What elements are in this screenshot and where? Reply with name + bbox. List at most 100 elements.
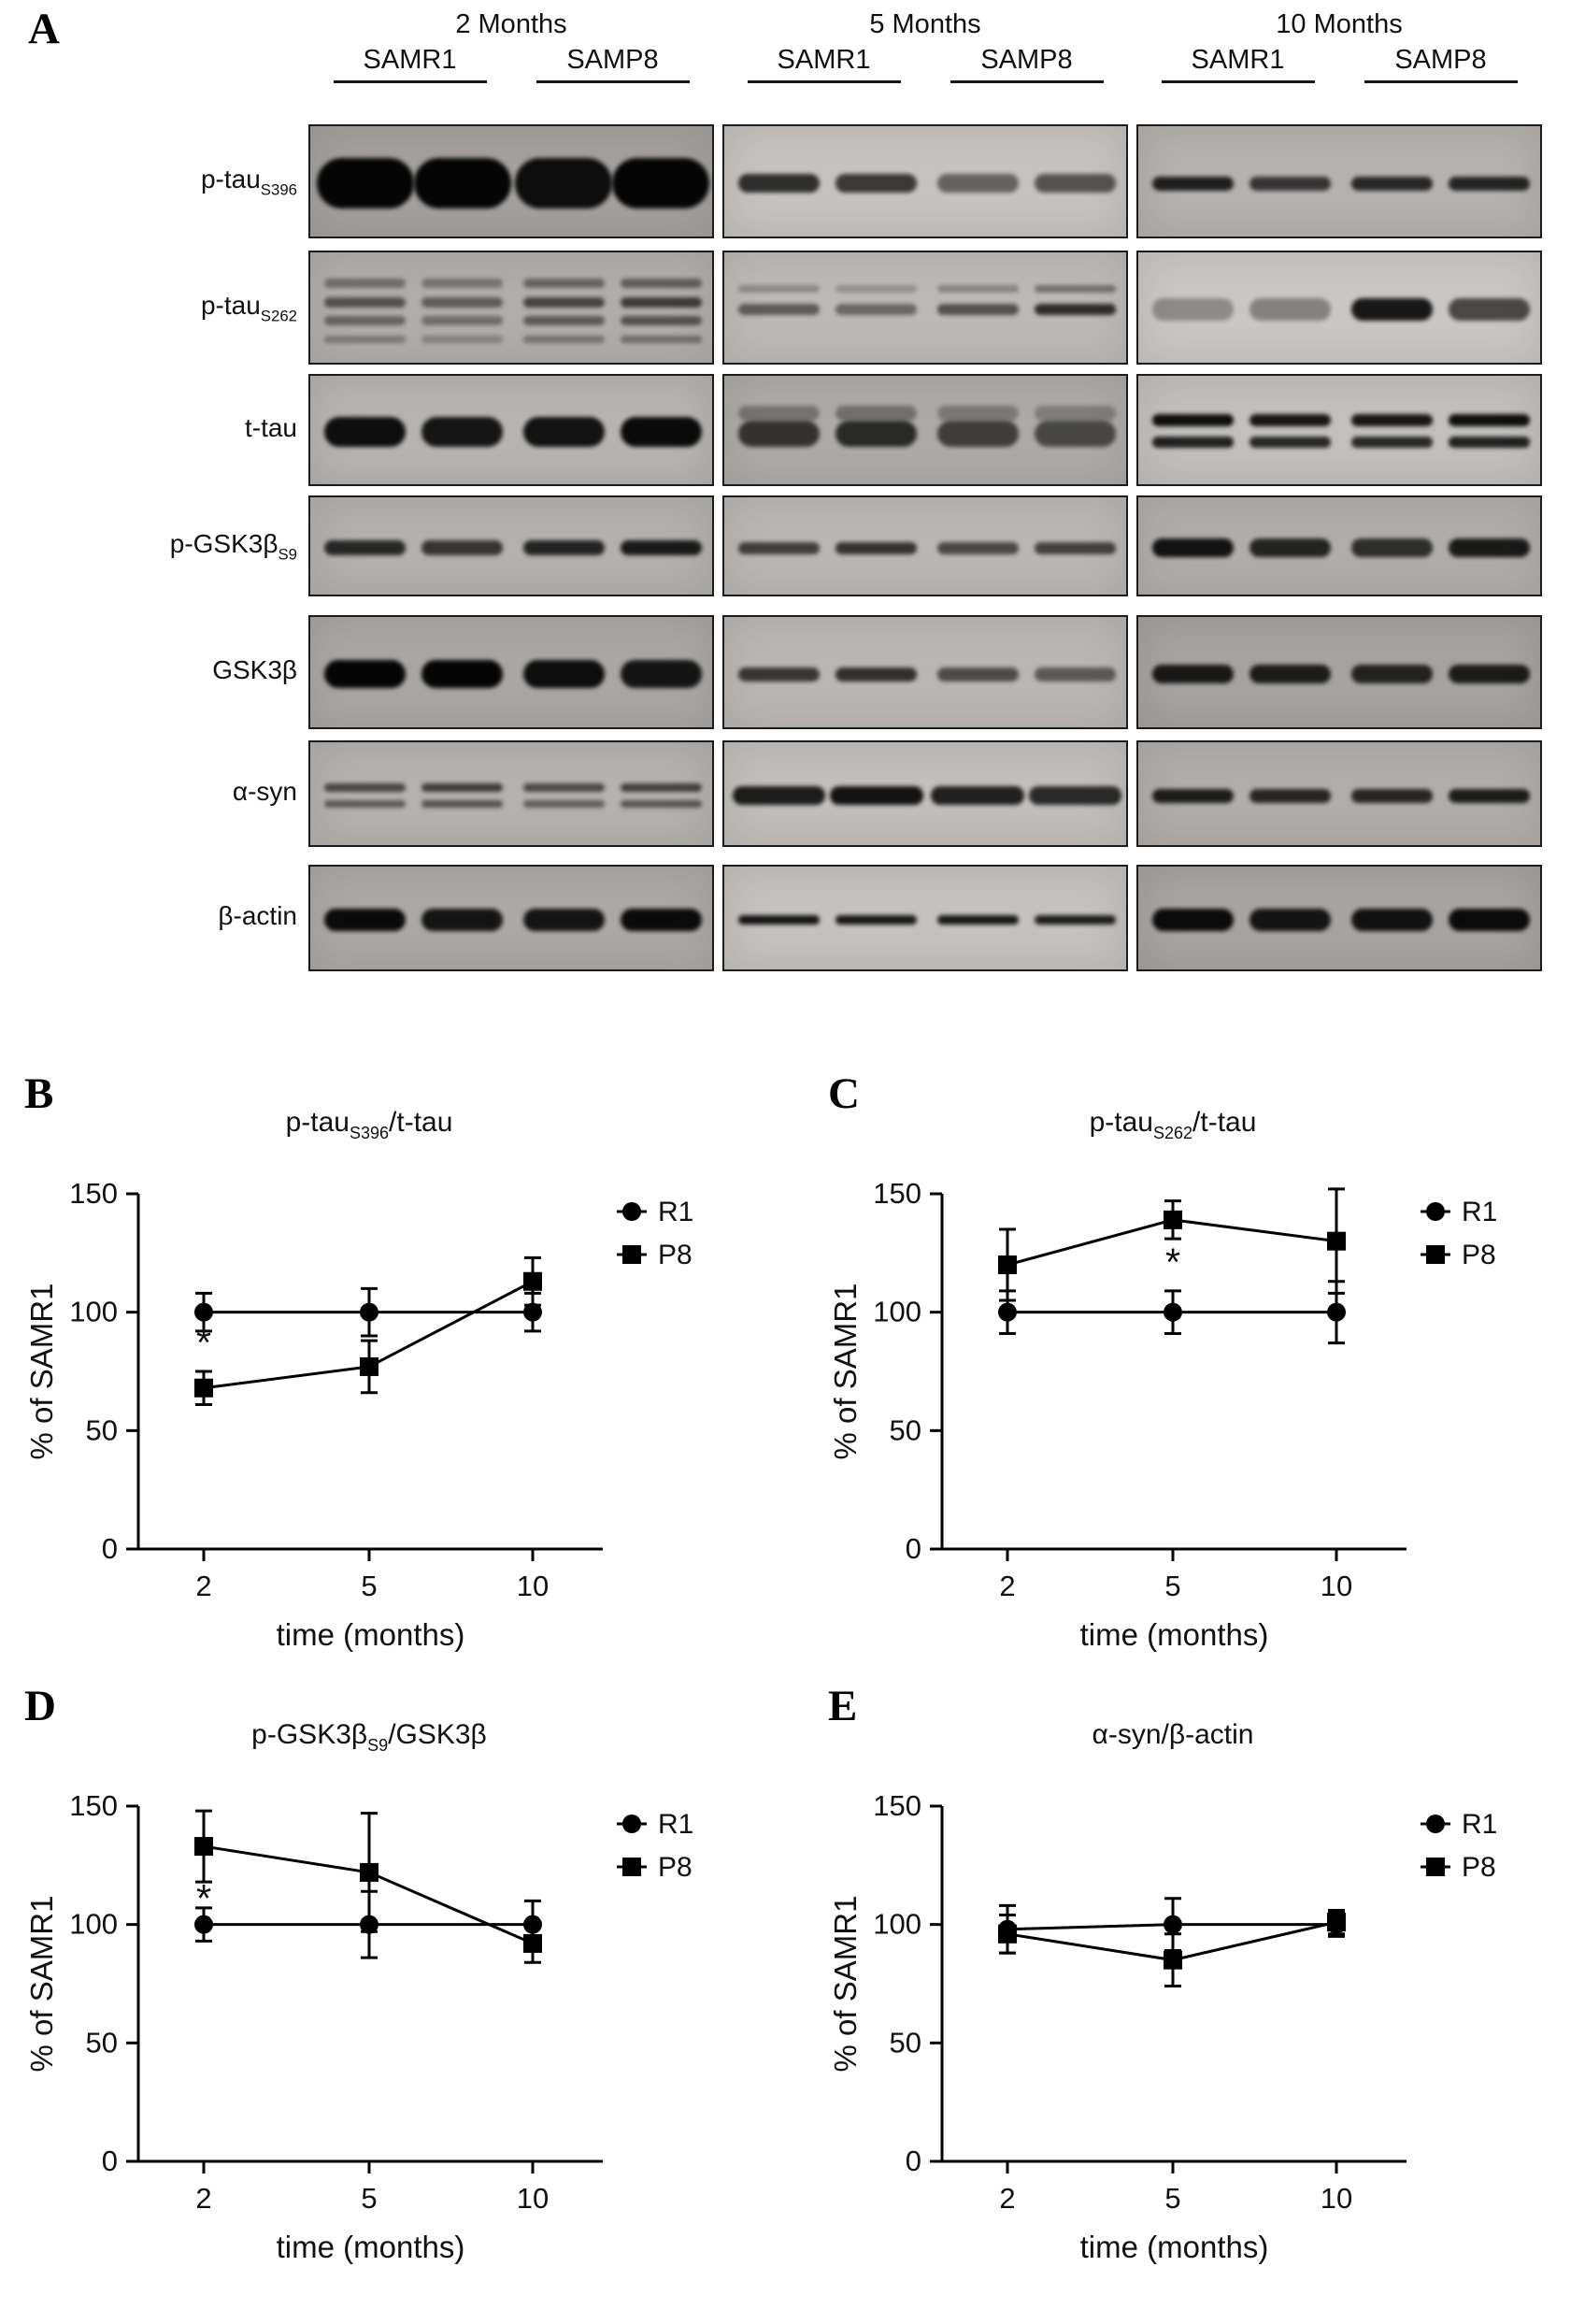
data-point-square [523,1271,542,1291]
data-point-circle [360,1915,378,1934]
blot-band [738,915,820,925]
label-text: GSK3β [212,655,297,684]
blot-band [522,540,605,555]
data-point-circle [1164,1915,1182,1934]
blot-panel [1136,251,1542,365]
series [998,1187,1346,1345]
blot-band [936,405,1019,422]
chart-title-d: p-GSK3βS9/GSK3β [107,1719,631,1756]
blot-band [835,667,918,681]
blot-panel [308,251,714,365]
strain-header-samr1: SAMR1 [1191,45,1285,75]
strain-header-samp8: SAMP8 [566,45,659,75]
label-text: /t-tau [1192,1107,1257,1138]
y-axis-label: % of SAMR1 [24,1896,59,2073]
legend-marker-circle [622,1202,641,1221]
strain-underline [1161,80,1315,83]
annotations: * [196,1321,211,1365]
blot-band [1449,437,1530,448]
blot-band [1035,174,1116,193]
blot-band [738,284,820,294]
blot-panel [308,615,714,729]
data-point-circle [360,1302,378,1322]
blot-band [522,296,605,308]
legend-marker-circle [1426,1202,1445,1221]
data-point-square [1164,1210,1182,1229]
blot-panel [308,495,714,596]
blot-band [835,304,918,315]
strain-underline [747,80,901,83]
blot-band [1035,421,1116,447]
blot-band [621,296,702,308]
data-point-square [194,1837,213,1857]
blot-band [936,304,1019,315]
x-tick-label: 10 [1321,1570,1352,1602]
blot-band [936,284,1019,294]
blot-panel [308,124,714,238]
label-subscript: S262 [260,307,297,325]
blot-band [1449,413,1530,426]
data-point-circle [194,1302,213,1322]
data-point-circle [194,1915,213,1934]
blot-row-label: p-GSK3βS9 [170,529,297,565]
blot-band [324,540,406,555]
legend-marker-circle [622,1815,641,1833]
legend-label: P8 [658,1852,693,1883]
panel-b-label: B [24,1069,54,1118]
blot-band [1152,298,1234,321]
blot-band [936,915,1019,925]
x-tick-label: 2 [999,2182,1015,2215]
y-tick-label: 150 [69,1789,118,1822]
blot-band [1449,909,1530,931]
label-text: /t-tau [389,1107,453,1138]
blot-band [931,786,1025,805]
blot-band [1035,284,1116,294]
blot-band [324,799,406,809]
y-tick-label: 100 [69,1296,118,1328]
strain-underline [950,80,1104,83]
y-tick-label: 0 [906,1532,921,1565]
data-point-circle [998,1302,1017,1322]
blot-band [515,158,613,208]
blot-band [522,782,605,792]
blot-band [324,782,406,792]
data-point-square [1164,1950,1182,1970]
data-point-square [1327,1231,1346,1251]
x-tick-label: 5 [361,1570,377,1602]
blot-band [621,909,702,931]
blot-row-label: α-syn [233,777,297,807]
blot-band [936,541,1019,554]
data-point-square [194,1378,213,1398]
data-point-square [998,1924,1017,1944]
y-axis-label: % of SAMR1 [828,1284,863,1460]
blot-band [1152,538,1234,557]
legend-marker-circle [1426,1815,1445,1833]
significance-asterisk: * [196,1321,211,1365]
blot-band [621,279,702,288]
legend-marker-square [1426,1245,1445,1264]
blot-band [316,158,414,208]
series [998,1897,1346,1988]
blot-band [522,417,605,447]
strain-underline [333,80,487,83]
blot-band [1350,665,1433,683]
blot-panel [722,124,1128,238]
blot-band [1035,541,1116,554]
annotations: * [1165,1240,1180,1284]
legend-label: R1 [658,1197,693,1227]
x-axis-label: time (months) [1080,2230,1269,2264]
annotations: * [196,1876,211,1920]
blot-band [522,336,605,343]
blot-band [738,667,820,681]
blot-band [324,660,406,688]
data-point-square [998,1255,1017,1274]
blot-band [1028,786,1122,805]
label-text: p-tau [1089,1107,1153,1138]
x-tick-label: 2 [999,1570,1015,1602]
blot-band [621,336,702,343]
